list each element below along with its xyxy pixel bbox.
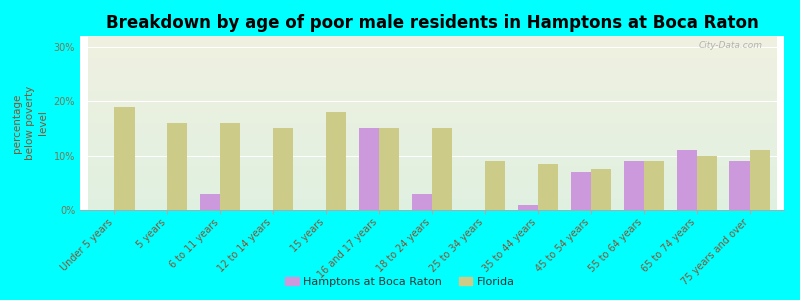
Bar: [359, 128, 379, 210]
Bar: [326, 112, 346, 210]
Bar: [570, 172, 590, 210]
Bar: [274, 128, 294, 210]
Bar: [220, 123, 240, 210]
Bar: [114, 107, 134, 210]
Bar: [485, 161, 505, 210]
Bar: [677, 150, 697, 210]
Bar: [379, 128, 399, 210]
Bar: [624, 161, 644, 210]
Bar: [200, 194, 220, 210]
Bar: [750, 150, 770, 210]
Bar: [644, 161, 664, 210]
Bar: [538, 164, 558, 210]
Bar: [412, 194, 432, 210]
Bar: [432, 128, 452, 210]
Legend: Hamptons at Boca Raton, Florida: Hamptons at Boca Raton, Florida: [281, 273, 519, 291]
Text: City-Data.com: City-Data.com: [699, 41, 763, 50]
Bar: [730, 161, 750, 210]
Y-axis label: percentage
below poverty
level: percentage below poverty level: [12, 86, 48, 160]
Title: Breakdown by age of poor male residents in Hamptons at Boca Raton: Breakdown by age of poor male residents …: [106, 14, 758, 32]
Bar: [518, 205, 538, 210]
Bar: [167, 123, 187, 210]
Bar: [697, 156, 717, 210]
Bar: [590, 169, 611, 210]
